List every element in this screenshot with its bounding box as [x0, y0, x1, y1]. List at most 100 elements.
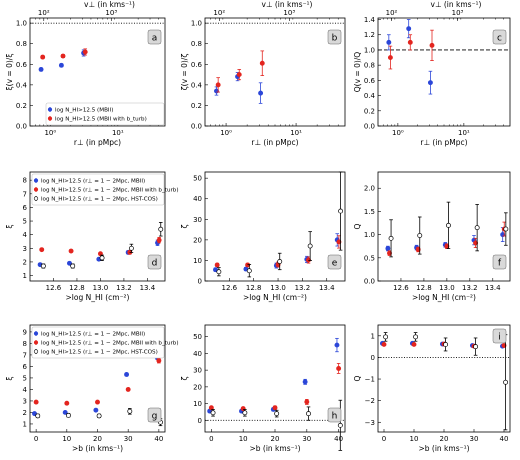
panel-g: 1 2 3 4 5 6 7 8 9 0 10 20 30 40 ξ g	[5, 324, 166, 443]
y-tick-label: 0.8	[364, 62, 375, 70]
y-tick-label: 1.0	[364, 46, 375, 54]
panel-label-box	[492, 328, 507, 344]
x-tick-label: 20	[271, 435, 280, 443]
top-x-tick-label: 10²	[213, 9, 225, 17]
data-point	[381, 342, 387, 347]
y-tick-label: 0.2	[364, 107, 375, 115]
data-point	[125, 386, 131, 392]
x-tick-label: 12.8	[246, 284, 262, 292]
panel-b: 0.0 0.2 0.4 0.6 0.8 1.0 10⁰ 10¹ 10² 10³ ζ(v = 0)/ζ…	[180, 9, 346, 137]
data-point	[411, 342, 417, 347]
x-tick-label: 12.6	[222, 284, 238, 292]
y-tick-label: 5	[23, 374, 27, 382]
data-point	[417, 233, 423, 238]
series-open	[35, 408, 163, 427]
data-point	[407, 39, 413, 45]
x-tick-label: 10⁰	[392, 129, 404, 137]
panel-label: c	[497, 34, 502, 44]
y-axis-label: ζ(v = 0)/ζ	[180, 54, 189, 91]
data-point	[124, 372, 130, 377]
x-tick-label: 13.4	[319, 284, 335, 292]
y-tick-label: −1	[365, 376, 375, 384]
data-point	[503, 226, 509, 232]
top-x-tick-label: 10³	[283, 9, 295, 17]
top-axis-label: v⊥ (in kms⁻¹)	[431, 0, 482, 9]
data-point	[443, 342, 449, 347]
x-tick-label: 10¹	[112, 129, 124, 137]
series-blue	[386, 19, 433, 95]
x-tick-label: 40	[334, 435, 343, 443]
panel-label: a	[152, 34, 158, 44]
y-tick-label: 4	[23, 386, 28, 394]
panel-label-box	[147, 254, 162, 270]
data-point	[337, 422, 343, 428]
y-tick-label: 40	[193, 350, 202, 358]
legend-marker	[33, 340, 39, 345]
series-open	[388, 201, 509, 258]
legend-marker	[33, 331, 39, 336]
data-point	[386, 39, 392, 45]
data-point	[68, 248, 74, 254]
top-x-tick-label: 10³	[452, 9, 464, 17]
top-x-tick-label: 10³	[105, 9, 117, 17]
y-tick-label: 4	[23, 231, 28, 239]
legend-marker	[47, 107, 53, 112]
x-tick-label: 13.0	[439, 284, 455, 292]
data-point	[35, 413, 41, 419]
data-point	[415, 247, 421, 252]
legend-entry: log N_HI>12.5 (r⊥ = 1 − 2Mpc, HST-COS)	[41, 197, 158, 203]
data-point	[82, 49, 88, 55]
panel-label-box	[492, 29, 507, 45]
panel-d: 1 2 3 4 5 6 7 8 12.6 12.8 13.0 13.2 13.4 ξ d	[5, 171, 166, 292]
x-tick-label: 13.4	[140, 284, 156, 292]
panel-label-box	[147, 29, 162, 45]
data-point	[385, 246, 391, 251]
series-red	[215, 50, 265, 93]
data-point	[58, 62, 64, 68]
x-axis-label: >log N_HI (cm⁻²)	[66, 293, 130, 302]
legend-entry: log N_HI>12.5 (r⊥ = 1 − 2Mpc, HST-COS)	[41, 350, 158, 356]
y-tick-label: 2	[23, 258, 27, 266]
data-point	[95, 399, 100, 405]
y-tick-label: 8	[23, 177, 27, 185]
x-tick-label: 13.2	[116, 284, 132, 292]
y-tick-label: 30	[193, 367, 202, 375]
data-point	[429, 42, 435, 48]
legend-entry: log N_HI>12.5 (r⊥ = 1 − 2Mpc, MBII with …	[41, 188, 179, 194]
data-point	[259, 60, 265, 66]
data-point	[70, 263, 76, 269]
data-point	[158, 226, 164, 232]
data-point	[413, 334, 419, 340]
legend-box	[31, 173, 165, 206]
data-point	[127, 408, 133, 414]
y-tick-label: 7	[23, 351, 27, 359]
y-tick-label: 0.2	[16, 102, 27, 110]
data-point	[67, 260, 72, 266]
x-tick-label: 10⁰	[220, 129, 232, 137]
y-tick-label: 0.4	[16, 81, 28, 89]
data-point	[501, 343, 507, 348]
y-tick-label: 10	[193, 257, 202, 265]
y-tick-label: 0.8	[16, 40, 27, 48]
y-tick-label: 6	[23, 363, 28, 371]
x-tick-label: 30	[124, 435, 133, 443]
series-red	[40, 48, 88, 60]
y-tick-label: 1	[371, 332, 375, 340]
panel-label-box	[147, 407, 162, 423]
panel-label: i	[498, 333, 501, 343]
x-tick-label: 30	[470, 435, 479, 443]
axes-frame	[377, 171, 511, 282]
y-tick-label: 0.8	[191, 40, 202, 48]
data-point	[96, 413, 102, 419]
data-point	[64, 400, 70, 406]
y-tick-label: 0.5	[364, 254, 375, 262]
panel-f: 0.0 0.5 1.0 1.5 2.0 12.6 12.8 13.0 13.2 13.4 Qf	[353, 171, 511, 292]
x-axis-label: >b (in kms⁻¹)	[72, 444, 123, 453]
y-tick-label: −2	[365, 397, 375, 405]
y-axis-label: ζ	[180, 224, 189, 228]
axes-frame	[377, 17, 511, 127]
x-tick-label: 10⁰	[44, 129, 56, 137]
legend-marker	[33, 178, 39, 183]
y-tick-label: 1.2	[364, 31, 375, 39]
data-point	[277, 259, 283, 264]
